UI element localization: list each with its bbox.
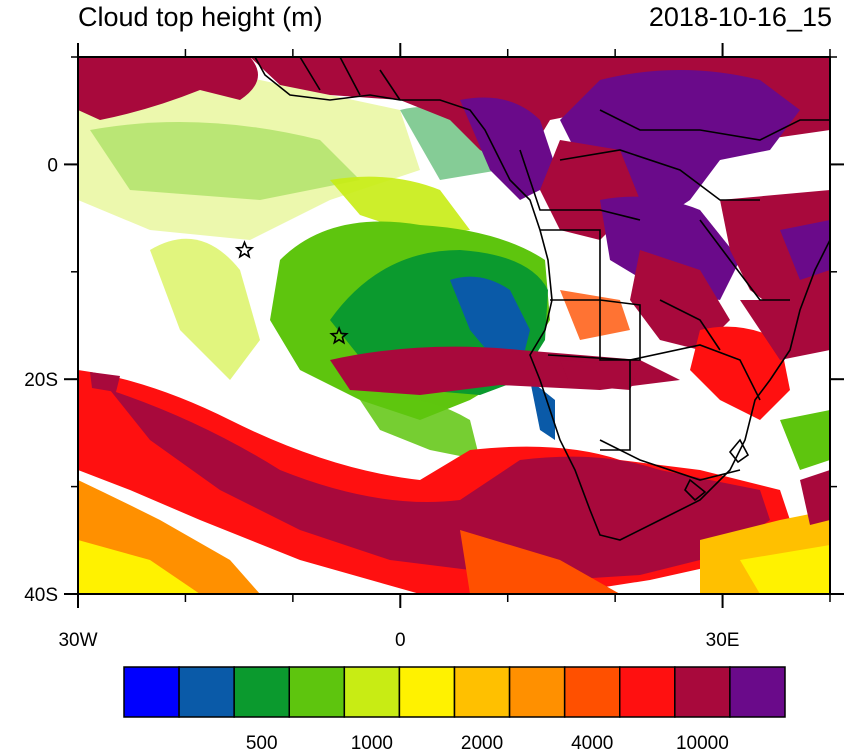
colorbar-swatch xyxy=(398,666,456,718)
colorbar-swatch xyxy=(563,666,621,718)
colorbar-swatch xyxy=(288,666,346,718)
plot-frame xyxy=(77,56,831,595)
colorbar-swatch xyxy=(453,666,511,718)
timestamp-label: 2018-10-16_15 xyxy=(648,2,832,32)
coastlines xyxy=(254,57,830,541)
colorbar-swatch xyxy=(123,666,180,718)
star-marker-icon xyxy=(329,326,349,345)
colorbar-swatch xyxy=(619,666,676,718)
colorbar-swatch xyxy=(729,666,786,718)
colorbar-swatch xyxy=(178,666,235,718)
lon-tick-label: 30E xyxy=(706,630,740,651)
colorbar-swatch xyxy=(508,666,566,718)
lon-tick-label: 0 xyxy=(395,630,406,651)
star-marker-icon xyxy=(234,240,255,259)
colorbar-label: 4000 xyxy=(571,733,613,750)
lat-tick-label: 40S xyxy=(24,585,58,606)
marker-group xyxy=(234,240,349,345)
lat-tick-label: 20S xyxy=(24,370,58,391)
colorbar-swatch xyxy=(343,666,401,718)
cloud-field xyxy=(78,57,830,594)
colorbar-swatch xyxy=(674,666,731,718)
colorbar-label: 500 xyxy=(246,733,278,750)
lat-tick-label: 0 xyxy=(47,155,58,176)
axis-ticks: 30W 0 30E 0 20S 40S xyxy=(24,43,844,651)
map-title: Cloud top height (m) xyxy=(78,2,323,32)
colorbar-swatch xyxy=(233,666,291,718)
colorbar-label: 10000 xyxy=(676,733,729,750)
colorbar-label: 2000 xyxy=(461,733,503,750)
colorbar: 500 1000 2000 4000 10000 xyxy=(123,666,786,750)
colorbar-label: 1000 xyxy=(351,733,393,750)
lon-tick-label: 30W xyxy=(58,630,97,651)
